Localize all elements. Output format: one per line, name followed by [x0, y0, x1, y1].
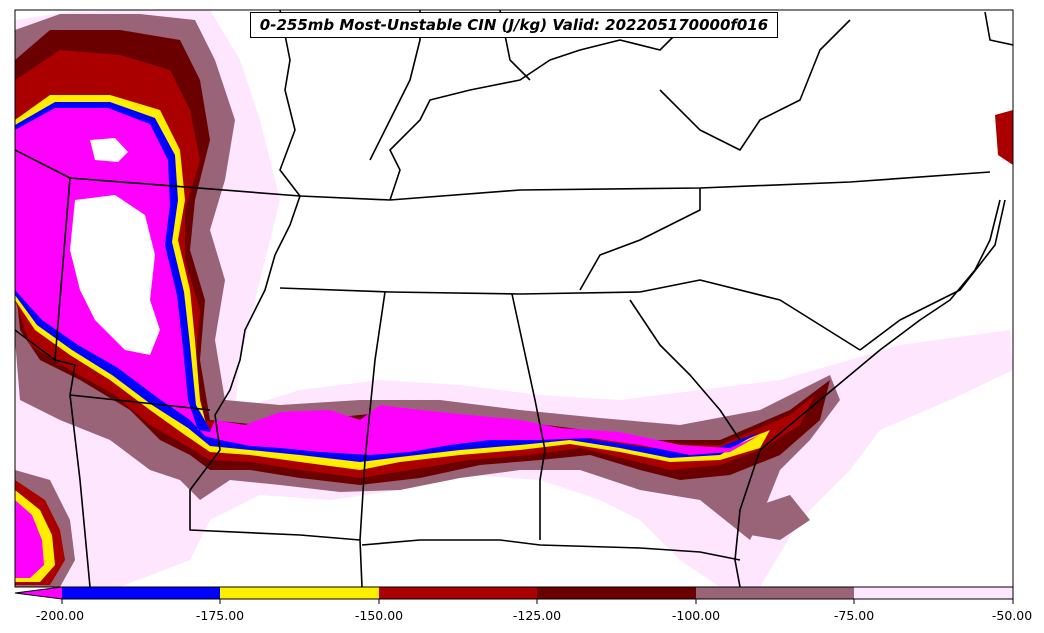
colorbar-tick-label: -200.00 — [35, 608, 85, 623]
colorbar-tick-label: -100.00 — [671, 608, 721, 623]
colorbar-tick-label: -75.00 — [833, 608, 875, 623]
colorbar-segment-75-50 — [854, 587, 1013, 599]
cin-shading — [15, 10, 1013, 587]
colorbar — [14, 586, 1014, 604]
map-title: 0-255mb Most-Unstable CIN (J/kg) Valid: … — [250, 12, 778, 38]
colorbar-segment-150-125 — [379, 587, 537, 599]
colorbar-tick-label: -150.00 — [354, 608, 404, 623]
colorbar-tick-label: -50.00 — [991, 608, 1033, 623]
colorbar-tick-label: -175.00 — [195, 608, 245, 623]
colorbar-segment-125-100 — [537, 587, 696, 599]
state-borders — [15, 10, 1013, 587]
colorbar-segment-200-175 — [62, 587, 220, 599]
colorbar-tick-label: -125.00 — [512, 608, 562, 623]
colorbar-segment-lt-200 — [15, 587, 62, 599]
colorbar-segment-175-150 — [220, 587, 379, 599]
colorbar-segment-100-75 — [696, 587, 854, 599]
